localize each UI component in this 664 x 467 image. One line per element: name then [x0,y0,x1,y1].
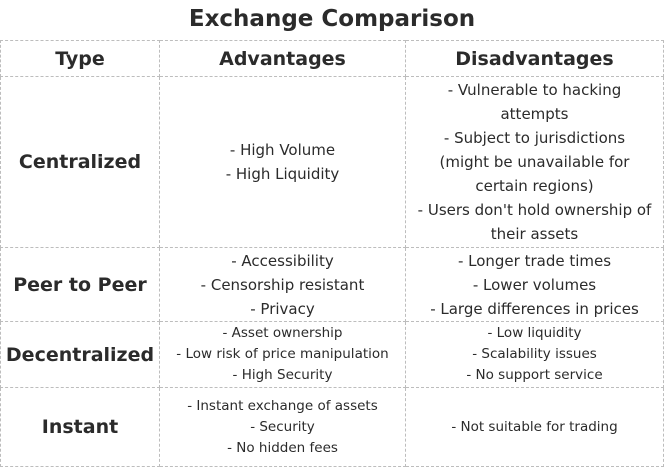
advantages-cell: - High Volume - High Liquidity [159,76,406,248]
column-header-type: Type [0,40,160,77]
disadvantage-item: - Vulnerable to hacking attempts [447,81,622,123]
disadvantage-item: - Subject to jurisdictions (might be una… [439,129,630,195]
advantage-item: - High Security [232,367,333,383]
advantage-item: - Accessibility [231,251,334,270]
comparison-table: Type Advantages Disadvantages Centralize… [0,40,664,467]
type-cell: Centralized [0,76,160,248]
type-cell: Decentralized [0,321,160,388]
advantage-item: - Low risk of price manipulation [176,346,389,362]
advantages-cell: - Accessibility - Censorship resistant -… [159,247,406,322]
type-cell: Peer to Peer [0,247,160,322]
type-cell: Instant [0,387,160,467]
disadvantage-item: - Not suitable for trading [451,418,618,435]
advantage-item: - Privacy [250,299,315,318]
table-header-row: Type Advantages Disadvantages [0,40,664,77]
disadvantage-item: - Low liquidity [487,325,582,341]
advantage-item: - No hidden fees [227,439,338,456]
page-title: Exchange Comparison [188,6,476,32]
disadvantages-cell: - Low liquidity - Scalability issues - N… [405,321,664,388]
disadvantage-item: - No support service [466,367,603,383]
advantages-cell: - Instant exchange of assets - Security … [159,387,406,467]
table-row-centralized: Centralized - High Volume - High Liquidi… [0,76,664,248]
disadvantages-cell: - Not suitable for trading [405,387,664,467]
advantage-item: - High Volume [229,141,336,159]
advantage-item: - Asset ownership [222,325,343,341]
table-row-decentralized: Decentralized - Asset ownership - Low ri… [0,321,664,388]
disadvantage-item: - Large differences in prices [430,299,639,318]
advantages-cell: - Asset ownership - Low risk of price ma… [159,321,406,388]
advantage-item: - Security [250,418,315,435]
disadvantage-item: - Scalability issues [472,346,597,362]
advantage-item: - Instant exchange of assets [187,397,378,414]
advantage-item: - Censorship resistant [200,275,365,294]
column-header-disadvantages: Disadvantages [405,40,664,77]
disadvantage-item: - Users don't hold ownership of their as… [417,201,652,243]
table-row-peer-to-peer: Peer to Peer - Accessibility - Censorshi… [0,247,664,322]
table-row-instant: Instant - Instant exchange of assets - S… [0,387,664,467]
column-header-advantages: Advantages [159,40,406,77]
disadvantages-cell: - Longer trade times - Lower volumes - L… [405,247,664,322]
disadvantage-item: - Longer trade times [457,251,612,270]
advantage-item: - High Liquidity [225,165,340,183]
disadvantage-item: - Lower volumes [472,275,597,294]
disadvantages-cell: - Vulnerable to hacking attempts - Subje… [405,76,664,248]
